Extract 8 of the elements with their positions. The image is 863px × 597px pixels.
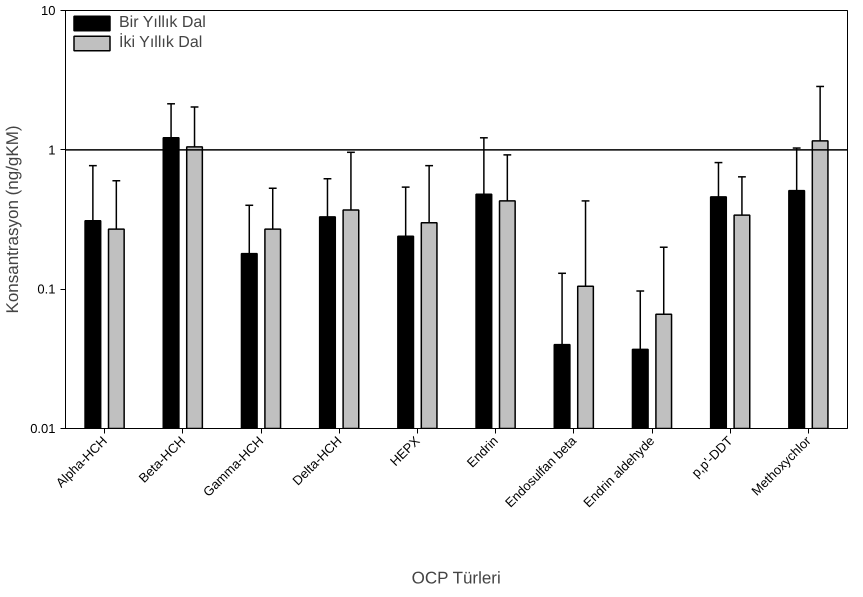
legend-label: İki Yıllık Dal: [119, 34, 202, 52]
y-tick-label: 0.1: [37, 282, 56, 297]
y-tick-label: 0.01: [30, 421, 56, 436]
y-tick-label: 1: [48, 142, 56, 158]
legend-label: Bir Yıllık Dal: [119, 14, 206, 32]
y-tick-label: 10: [41, 3, 56, 18]
x-axis-title: OCP Türleri: [412, 568, 501, 588]
y-axis-title: Konsantrasyon (ng/gKM): [3, 125, 22, 314]
